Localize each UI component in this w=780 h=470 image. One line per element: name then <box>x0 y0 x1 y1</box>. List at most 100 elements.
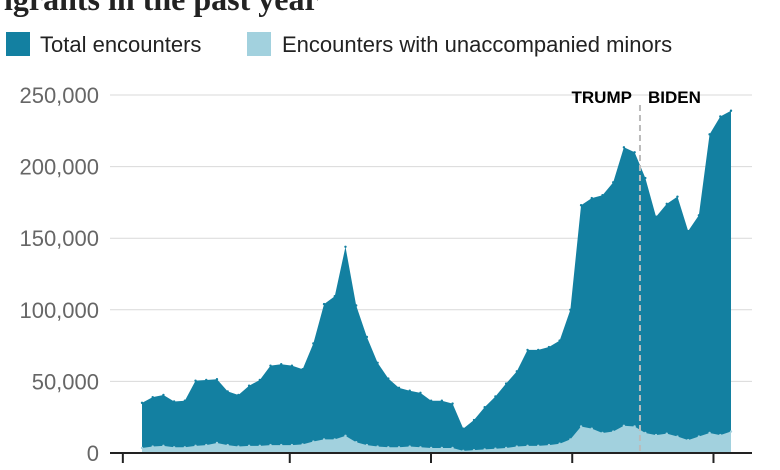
minors-point <box>526 444 529 448</box>
minors-point <box>140 446 144 450</box>
minors-point <box>397 446 401 449</box>
total-encounters-point <box>654 215 658 218</box>
annotation-trump: TRUMP <box>572 88 632 107</box>
total-encounters-point <box>387 377 390 380</box>
minors-point <box>322 438 326 441</box>
total-encounters-point <box>569 308 572 311</box>
annotation-biden: BIDEN <box>648 88 701 107</box>
minors-point <box>237 445 240 448</box>
y-tick-label: 100,000 <box>19 298 99 323</box>
total-encounters-point <box>397 386 401 390</box>
total-encounters-point <box>483 405 486 409</box>
legend-swatch-minors <box>247 32 271 56</box>
total-encounters-point <box>408 389 411 392</box>
minors-point <box>569 438 572 441</box>
total-encounters-point <box>290 364 294 367</box>
minors-point <box>462 449 465 453</box>
total-encounters-point <box>708 133 711 136</box>
total-encounters-point <box>590 196 593 200</box>
total-encounters-point <box>462 427 465 430</box>
y-axis-labels: 0 50,000 100,000 150,000 200,000 250,000 <box>19 83 99 466</box>
minors-point <box>151 445 154 448</box>
minors-point <box>226 443 229 447</box>
total-encounters-point <box>633 151 636 154</box>
minors-point <box>215 441 219 445</box>
total-encounters-point <box>215 378 219 381</box>
minors-point <box>269 443 272 447</box>
total-encounters-area <box>142 110 731 453</box>
total-encounters-point <box>697 214 701 217</box>
legend-swatch-total <box>6 32 30 56</box>
minors-point <box>558 442 561 445</box>
total-encounters-point <box>183 399 187 402</box>
minors-point <box>515 445 519 448</box>
total-encounters-point <box>429 399 433 402</box>
total-encounters-point <box>312 342 315 345</box>
minors-point <box>387 446 390 449</box>
minors-point <box>622 424 626 427</box>
minors-point <box>504 446 508 450</box>
total-encounters-point <box>365 335 369 339</box>
minors-point <box>172 446 176 449</box>
minors-point <box>354 441 358 444</box>
minors-point <box>162 444 165 448</box>
total-encounters-point <box>612 181 615 184</box>
minors-point <box>719 433 722 437</box>
minors-point <box>590 427 593 430</box>
total-encounters-point <box>140 401 144 405</box>
minors-point <box>708 431 711 435</box>
x-axis-ticks <box>121 453 715 463</box>
minors-point <box>612 430 615 433</box>
total-encounters-point <box>504 382 508 385</box>
minors-point <box>494 447 497 450</box>
total-encounters-point <box>301 368 304 371</box>
total-encounters-point <box>237 393 240 397</box>
minors-point <box>301 443 304 446</box>
minors-point <box>247 444 251 448</box>
plot-areas <box>142 110 731 453</box>
minors-point <box>697 435 701 438</box>
minors-point <box>280 443 283 447</box>
total-encounters-point <box>547 345 551 349</box>
total-encounters-point <box>419 391 422 395</box>
legend: Total encounters Encounters with unaccom… <box>6 32 672 57</box>
total-encounters-point <box>579 204 583 207</box>
total-encounters-point <box>344 245 347 248</box>
minors-point <box>633 425 636 428</box>
total-encounters-point <box>333 295 336 298</box>
total-encounters-point <box>354 304 358 307</box>
total-encounters-point <box>322 302 326 306</box>
minors-point <box>290 443 294 447</box>
legend-label-minors: Encounters with unaccompanied minors <box>282 32 672 57</box>
total-encounters-point <box>247 384 251 387</box>
y-tick-label: 0 <box>87 441 99 466</box>
total-encounters-point <box>558 339 561 342</box>
minors-point <box>205 443 208 447</box>
minors-point <box>547 443 551 447</box>
total-encounters-point <box>601 194 604 197</box>
total-encounters-point <box>494 395 497 398</box>
y-tick-label: 50,000 <box>32 369 99 394</box>
minors-point <box>376 445 379 448</box>
minors-point <box>344 434 347 438</box>
y-tick-label: 150,000 <box>19 226 99 251</box>
minors-point <box>579 425 583 428</box>
total-encounters-point <box>644 176 647 180</box>
minors-point <box>429 446 433 450</box>
minors-point <box>654 433 658 437</box>
total-encounters-point <box>472 418 476 422</box>
y-tick-label: 200,000 <box>19 155 99 180</box>
minors-point <box>665 432 668 435</box>
minors-point <box>451 446 454 450</box>
total-encounters-point <box>162 393 165 397</box>
y-tick-label: 250,000 <box>19 83 99 108</box>
legend-label-total: Total encounters <box>40 32 201 57</box>
minors-point <box>194 444 197 448</box>
total-encounters-point <box>622 146 626 149</box>
minors-point <box>419 446 422 449</box>
total-encounters-point <box>269 364 272 367</box>
minors-area <box>142 425 731 453</box>
minors-point <box>312 440 315 443</box>
total-encounters-point <box>676 195 679 198</box>
minors-point <box>183 446 187 449</box>
